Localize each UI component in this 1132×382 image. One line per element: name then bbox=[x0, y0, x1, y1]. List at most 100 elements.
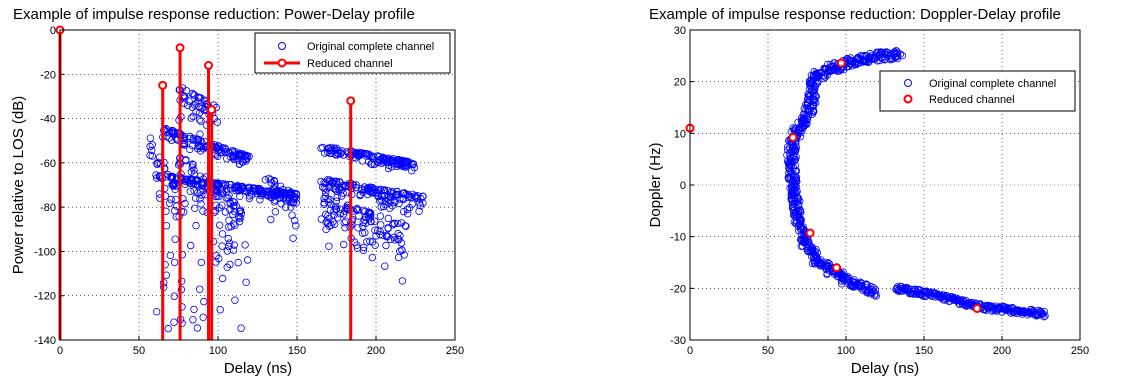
data-point bbox=[794, 118, 802, 126]
data-point bbox=[883, 51, 891, 59]
data-point bbox=[968, 299, 976, 307]
data-point bbox=[272, 191, 280, 200]
data-point bbox=[223, 247, 231, 255]
x-tick-label: 50 bbox=[133, 345, 145, 357]
data-point bbox=[236, 192, 244, 200]
data-point bbox=[165, 199, 174, 207]
y-tick-label: -40 bbox=[40, 114, 56, 126]
data-point bbox=[386, 204, 394, 212]
plot-frame bbox=[59, 29, 456, 341]
data-point bbox=[805, 77, 814, 85]
data-point bbox=[807, 245, 815, 253]
data-point bbox=[200, 297, 208, 306]
x-tick-label: 0 bbox=[57, 345, 63, 357]
data-point bbox=[325, 198, 333, 206]
reduced-point bbox=[788, 132, 798, 142]
data-point bbox=[197, 179, 205, 188]
data-point bbox=[231, 207, 239, 216]
data-point bbox=[387, 188, 395, 197]
data-point bbox=[193, 144, 202, 153]
legend-label-reduced: Reduced channel bbox=[307, 58, 393, 70]
y-tick-label: 10 bbox=[674, 128, 686, 140]
data-point bbox=[370, 160, 379, 169]
data-point bbox=[234, 156, 242, 164]
data-point bbox=[399, 195, 408, 204]
data-point bbox=[229, 246, 238, 254]
data-point bbox=[330, 147, 338, 155]
data-point bbox=[352, 181, 360, 189]
data-point bbox=[794, 195, 803, 203]
data-point bbox=[325, 178, 333, 186]
y-tick-label: -140 bbox=[34, 335, 56, 347]
data-point bbox=[398, 277, 407, 285]
data-point bbox=[394, 253, 403, 262]
data-point bbox=[381, 262, 389, 270]
data-point bbox=[235, 217, 244, 226]
data-point bbox=[245, 194, 253, 203]
x-tick-label: 200 bbox=[367, 345, 385, 357]
data-point bbox=[275, 186, 284, 195]
data-point bbox=[195, 108, 204, 117]
data-point bbox=[366, 213, 375, 221]
data-point bbox=[796, 219, 804, 228]
data-point bbox=[239, 184, 248, 192]
data-point bbox=[394, 229, 402, 238]
data-point bbox=[189, 316, 197, 324]
data-point bbox=[196, 172, 204, 180]
x-tick-label: 100 bbox=[209, 345, 227, 357]
data-point bbox=[192, 108, 200, 116]
data-point bbox=[218, 230, 227, 238]
data-point bbox=[355, 212, 363, 220]
data-point bbox=[401, 222, 409, 230]
data-point bbox=[188, 89, 196, 98]
y-tick-label: 0 bbox=[680, 180, 686, 192]
data-point bbox=[854, 55, 862, 63]
data-point bbox=[828, 62, 837, 70]
data-point bbox=[170, 292, 178, 300]
data-point bbox=[390, 220, 399, 228]
data-point bbox=[216, 306, 224, 314]
data-point bbox=[197, 200, 205, 208]
data-point bbox=[881, 49, 889, 57]
data-point bbox=[195, 116, 204, 124]
data-point bbox=[220, 147, 229, 156]
y-tick-label: -20 bbox=[670, 283, 686, 295]
data-point bbox=[265, 174, 273, 183]
data-point bbox=[231, 221, 239, 229]
legend-marker-original bbox=[904, 79, 912, 87]
data-point bbox=[243, 154, 251, 162]
data-point bbox=[148, 152, 156, 160]
data-point bbox=[278, 188, 286, 197]
data-point bbox=[224, 194, 232, 202]
data-point bbox=[783, 143, 792, 151]
data-point bbox=[218, 242, 226, 250]
legend-box bbox=[254, 32, 451, 74]
data-point bbox=[186, 241, 195, 250]
data-point bbox=[335, 178, 344, 186]
data-point bbox=[234, 258, 242, 267]
data-point bbox=[270, 176, 278, 185]
data-point bbox=[1041, 312, 1049, 320]
data-point bbox=[214, 142, 223, 150]
data-point bbox=[1039, 309, 1047, 317]
data-point bbox=[233, 181, 242, 190]
data-point bbox=[367, 160, 375, 168]
data-point bbox=[225, 239, 234, 247]
data-point bbox=[194, 93, 202, 101]
data-point bbox=[838, 280, 846, 288]
data-point bbox=[146, 134, 155, 142]
data-point bbox=[792, 198, 800, 206]
x-tick-label: 0 bbox=[687, 345, 693, 357]
data-point bbox=[199, 207, 207, 215]
legend-marker-original bbox=[278, 42, 286, 50]
y-tick-label: -120 bbox=[34, 291, 56, 303]
data-point bbox=[392, 191, 400, 199]
data-point bbox=[261, 176, 270, 184]
data-point bbox=[190, 166, 198, 174]
data-point bbox=[332, 202, 340, 210]
data-point bbox=[271, 207, 280, 216]
data-point bbox=[391, 236, 399, 244]
data-point bbox=[218, 274, 227, 283]
data-point bbox=[206, 118, 214, 126]
